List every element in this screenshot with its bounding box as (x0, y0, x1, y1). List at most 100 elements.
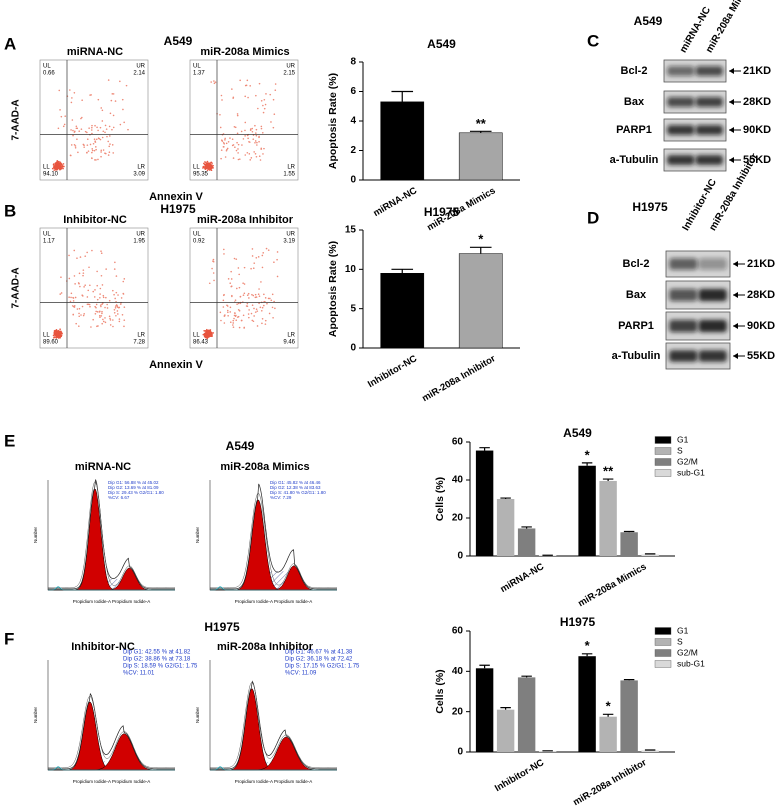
event-dot (97, 129, 99, 132)
event-dot (56, 160, 59, 162)
event-dot (70, 101, 73, 104)
fit-stats: Dip G2: 12.38 % at 83.63 (270, 485, 321, 490)
event-dot (80, 314, 82, 316)
event-dot (73, 275, 76, 277)
event-dot (246, 134, 249, 137)
event-dot (258, 140, 260, 143)
event-dot (58, 331, 60, 334)
quadrant-label: UL (193, 232, 201, 238)
event-dot (257, 107, 259, 110)
event-dot (71, 97, 73, 99)
event-dot (53, 336, 56, 339)
event-dot (273, 113, 276, 116)
event-dot (248, 309, 250, 311)
event-dot (111, 128, 113, 131)
event-dot (96, 325, 98, 328)
event-dot (72, 134, 74, 137)
event-dot (78, 307, 81, 310)
event-dot (106, 303, 108, 306)
event-dot (242, 138, 245, 140)
event-dot (101, 322, 103, 325)
event-dot (235, 319, 238, 322)
event-dot (73, 249, 76, 252)
fit-stats: Dip G1: 56.88 % at 45.02 (108, 480, 159, 485)
event-dot (254, 124, 256, 127)
event-dot (57, 127, 60, 130)
event-dot (106, 307, 109, 309)
event-dot (231, 144, 234, 147)
quadrant-label: UR (136, 232, 145, 238)
blot-band (695, 66, 723, 76)
error-bar (500, 707, 511, 710)
event-dot (112, 319, 114, 321)
event-dot (210, 167, 213, 169)
event-dot (55, 169, 57, 171)
event-dot (59, 162, 62, 164)
event-dot (52, 163, 55, 165)
bar (517, 677, 536, 752)
event-dot (93, 296, 96, 298)
plot-title: miR-208a Inhibitor (217, 641, 314, 653)
x-tick-label: Inhibitor-NC (493, 757, 546, 794)
event-dot (105, 268, 107, 270)
event-dot (276, 275, 279, 278)
event-dot (104, 306, 106, 309)
event-dot (211, 333, 213, 335)
event-dot (211, 267, 213, 270)
event-dot (251, 248, 254, 250)
blot-band (695, 125, 723, 135)
event-dot (115, 291, 118, 294)
event-dot (255, 132, 257, 134)
error-bar (623, 679, 635, 681)
event-dot (121, 98, 124, 101)
event-dot (256, 310, 259, 312)
blot-strip (663, 59, 727, 83)
event-dot (230, 270, 232, 273)
event-dot (246, 79, 249, 82)
event-dot (243, 326, 246, 329)
plot-title: miR-208a Inhibitor (197, 214, 294, 226)
event-dot (236, 132, 239, 135)
event-dot (263, 304, 265, 307)
event-dot (70, 129, 72, 131)
event-dot (114, 261, 116, 264)
event-dot (238, 286, 241, 289)
event-dot (54, 329, 56, 332)
event-dot (72, 300, 75, 302)
event-dot (58, 163, 61, 166)
event-dot (206, 160, 209, 163)
histogram-outline (48, 692, 175, 770)
event-dot (256, 325, 259, 327)
event-dot (261, 317, 264, 320)
event-dot (111, 144, 114, 146)
event-dot (88, 303, 91, 306)
event-dot (101, 312, 103, 315)
event-dot (62, 163, 65, 165)
event-dot (97, 158, 99, 161)
arrow-head (729, 68, 734, 74)
event-dot (244, 95, 247, 98)
event-dot (276, 251, 279, 253)
arrow-head (729, 99, 734, 105)
event-dot (60, 276, 62, 279)
event-dot (213, 82, 216, 85)
event-dot (96, 298, 99, 301)
event-dot (108, 135, 111, 137)
fit-stats: Dip G1: 45.82 % at 46.46 (270, 480, 321, 485)
event-dot (236, 113, 239, 115)
blot-band (698, 319, 727, 333)
event-dot (96, 126, 98, 129)
event-dot (220, 94, 223, 97)
event-dot (265, 247, 268, 250)
event-dot (60, 167, 63, 169)
legend-swatch (654, 638, 672, 646)
event-dot (77, 151, 79, 154)
event-dot (271, 293, 274, 296)
event-dot (78, 130, 81, 132)
event-dot (82, 143, 85, 146)
event-dot (123, 121, 125, 124)
chart-title: A549 (563, 426, 592, 440)
event-dot (207, 163, 210, 166)
legend-label: sub-G1 (677, 658, 705, 668)
event-dot (260, 99, 263, 102)
